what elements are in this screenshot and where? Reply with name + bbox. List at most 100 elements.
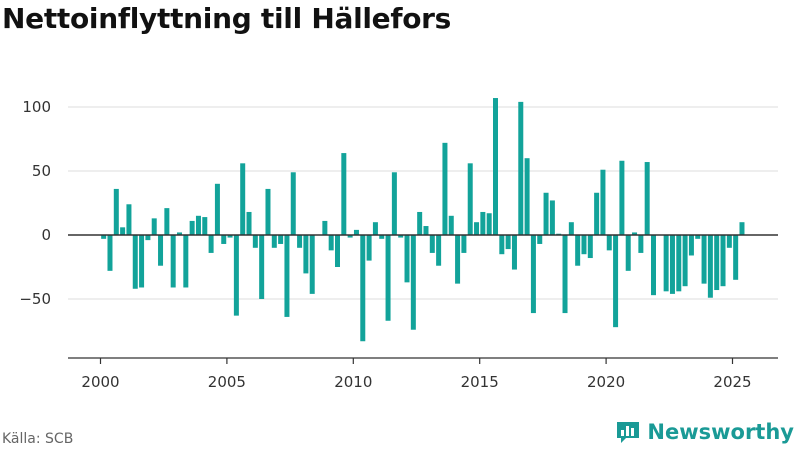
- bar: [669, 235, 675, 294]
- bar: [448, 215, 454, 235]
- gridlines: [68, 106, 778, 300]
- bar: [246, 211, 252, 235]
- y-tick-label: 100: [22, 98, 51, 116]
- bar: [120, 227, 126, 235]
- bar: [214, 183, 220, 235]
- bar: [436, 235, 442, 266]
- bar: [208, 235, 214, 253]
- bar: [720, 235, 726, 287]
- y-tick-label: 0: [41, 226, 51, 244]
- bar: [417, 211, 423, 235]
- bar: [575, 235, 581, 266]
- bar: [423, 226, 429, 235]
- bar: [594, 192, 600, 235]
- bar: [341, 153, 347, 235]
- bar: [568, 222, 574, 235]
- bar: [379, 235, 385, 239]
- bar: [663, 235, 669, 292]
- bar: [486, 213, 492, 235]
- bar: [227, 235, 233, 238]
- bar: [221, 235, 227, 244]
- bar: [202, 217, 208, 235]
- bar: [271, 235, 277, 248]
- bar: [391, 172, 397, 235]
- bar: [252, 235, 258, 248]
- x-tick-label: 2005: [208, 373, 246, 391]
- bar: [714, 235, 720, 291]
- bar: [189, 220, 195, 235]
- bar: [549, 200, 555, 235]
- bar: [107, 235, 113, 271]
- tick-labels: 100 50 0 −50 2000 2005 2010 2015 2020 2025: [19, 98, 751, 391]
- x-tick-label: 2020: [587, 373, 625, 391]
- bar: [739, 222, 745, 235]
- bar: [151, 218, 157, 235]
- bar: [493, 98, 498, 235]
- bar: [480, 211, 486, 235]
- bar: [442, 142, 448, 235]
- bar: [322, 220, 328, 235]
- bar: [530, 235, 536, 314]
- bar: [638, 235, 644, 253]
- bar: [581, 235, 587, 255]
- bar: [183, 235, 189, 288]
- bar: [309, 235, 315, 294]
- bar: [113, 188, 119, 235]
- bar: [145, 235, 151, 241]
- x-tick-label: 2015: [461, 373, 499, 391]
- bar: [518, 101, 524, 235]
- bar: [278, 235, 284, 244]
- bar: [651, 235, 656, 296]
- bar: [537, 235, 543, 244]
- bar: [467, 163, 473, 235]
- bar: [499, 235, 505, 255]
- axes: [68, 234, 778, 364]
- brand-logo[interactable]: Newsworthy: [615, 419, 794, 445]
- bar: [600, 169, 606, 235]
- bar: [398, 235, 404, 238]
- bar: [233, 235, 239, 316]
- y-tick-label: −50: [19, 290, 51, 308]
- brand-name: Newsworthy: [647, 420, 794, 444]
- bar: [613, 235, 619, 328]
- bar: [562, 235, 568, 314]
- bar: [733, 235, 739, 280]
- bar: [410, 235, 416, 330]
- bars: [101, 98, 745, 342]
- bar: [259, 235, 265, 299]
- bar-chart-logo-icon: [617, 422, 640, 443]
- bar: [511, 235, 517, 270]
- bar: [195, 215, 201, 235]
- bar: [164, 208, 170, 235]
- bar: [385, 235, 391, 321]
- bar: [240, 163, 246, 235]
- bar: [688, 235, 694, 256]
- bar: [290, 172, 296, 235]
- bar: [170, 235, 176, 288]
- bar: [644, 162, 650, 235]
- bar: [707, 235, 713, 298]
- bar: [695, 235, 701, 239]
- bar: [404, 235, 410, 283]
- chart-title: Nettoinflyttning till Hällefors: [2, 2, 452, 35]
- bar: [726, 235, 732, 248]
- bar: [606, 235, 612, 251]
- bar: [632, 232, 638, 235]
- source-note: Källa: SCB: [2, 431, 74, 447]
- bar: [360, 235, 366, 342]
- x-tick-label: 2000: [81, 373, 119, 391]
- bar: [429, 235, 435, 253]
- bar: [101, 235, 107, 239]
- x-tick-label: 2010: [334, 373, 372, 391]
- bar: [505, 235, 511, 250]
- bar: [524, 158, 530, 235]
- bar: [455, 235, 461, 284]
- bar: [303, 235, 309, 274]
- bar: [701, 235, 707, 284]
- bar: [132, 235, 138, 289]
- y-tick-label: 50: [32, 162, 51, 180]
- bar: [543, 192, 549, 235]
- bar: [372, 222, 378, 235]
- bar: [474, 222, 480, 235]
